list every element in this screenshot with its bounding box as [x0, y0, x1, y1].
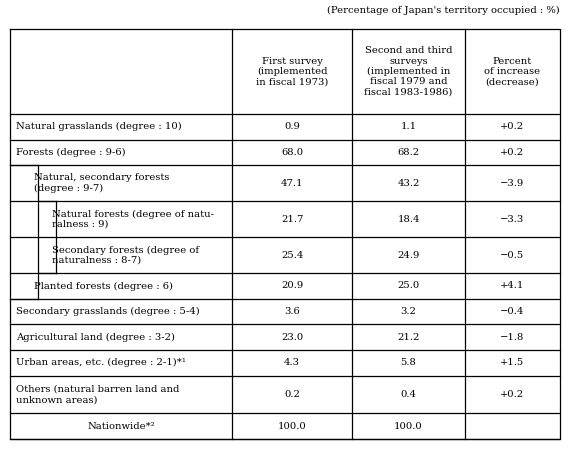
Text: Percent
of increase
(decrease): Percent of increase (decrease)	[484, 57, 540, 86]
Text: Secondary forests (degree of
naturalness : 8-7): Secondary forests (degree of naturalness…	[52, 246, 199, 265]
Text: 43.2: 43.2	[397, 179, 419, 188]
Text: 21.2: 21.2	[397, 333, 419, 342]
Text: Natural, secondary forests
(degree : 9-7): Natural, secondary forests (degree : 9-7…	[34, 173, 170, 193]
Text: 25.4: 25.4	[281, 251, 303, 260]
Text: +0.2: +0.2	[500, 390, 524, 399]
Text: Natural forests (degree of natu-
ralness : 9): Natural forests (degree of natu- ralness…	[52, 209, 214, 229]
Text: 4.3: 4.3	[284, 358, 300, 367]
Text: 47.1: 47.1	[281, 179, 303, 188]
Text: 25.0: 25.0	[397, 281, 419, 291]
Text: −1.8: −1.8	[500, 333, 525, 342]
Text: 24.9: 24.9	[397, 251, 419, 260]
Text: −3.9: −3.9	[500, 179, 525, 188]
Text: 0.2: 0.2	[284, 390, 300, 399]
Text: 1.1: 1.1	[401, 122, 417, 131]
Text: Others (natural barren land and
unknown areas): Others (natural barren land and unknown …	[16, 385, 179, 404]
Text: −0.5: −0.5	[500, 251, 525, 260]
Text: +0.2: +0.2	[500, 148, 524, 157]
Text: 100.0: 100.0	[394, 422, 423, 431]
Text: 20.9: 20.9	[281, 281, 303, 291]
Text: Second and third
surveys
(implemented in
fiscal 1979 and
fiscal 1983-1986): Second and third surveys (implemented in…	[364, 46, 453, 97]
Text: 68.0: 68.0	[281, 148, 303, 157]
Text: Secondary grasslands (degree : 5-4): Secondary grasslands (degree : 5-4)	[16, 307, 200, 316]
Text: −3.3: −3.3	[500, 215, 525, 224]
Text: 18.4: 18.4	[397, 215, 420, 224]
Text: 3.2: 3.2	[401, 307, 417, 316]
Text: Urban areas, etc. (degree : 2-1)*¹: Urban areas, etc. (degree : 2-1)*¹	[16, 358, 186, 367]
Text: 21.7: 21.7	[281, 215, 303, 224]
Text: −0.4: −0.4	[500, 307, 525, 316]
Text: Agricultural land (degree : 3-2): Agricultural land (degree : 3-2)	[16, 333, 175, 342]
Text: 0.4: 0.4	[401, 390, 417, 399]
Text: +0.2: +0.2	[500, 122, 524, 131]
Text: 0.9: 0.9	[284, 122, 300, 131]
Text: 3.6: 3.6	[284, 307, 300, 316]
Text: +1.5: +1.5	[500, 358, 525, 367]
Text: 5.8: 5.8	[401, 358, 417, 367]
Text: Natural grasslands (degree : 10): Natural grasslands (degree : 10)	[16, 122, 182, 131]
Text: Nationwide*²: Nationwide*²	[87, 422, 155, 431]
Text: +4.1: +4.1	[500, 281, 525, 291]
Text: 23.0: 23.0	[281, 333, 303, 342]
Text: Forests (degree : 9-6): Forests (degree : 9-6)	[16, 148, 125, 157]
Text: (Percentage of Japan's territory occupied : %): (Percentage of Japan's territory occupie…	[327, 6, 560, 15]
Text: Planted forests (degree : 6): Planted forests (degree : 6)	[34, 281, 173, 291]
Text: First survey
(implemented
in fiscal 1973): First survey (implemented in fiscal 1973…	[256, 57, 328, 86]
Text: 100.0: 100.0	[278, 422, 307, 431]
Text: 68.2: 68.2	[398, 148, 419, 157]
